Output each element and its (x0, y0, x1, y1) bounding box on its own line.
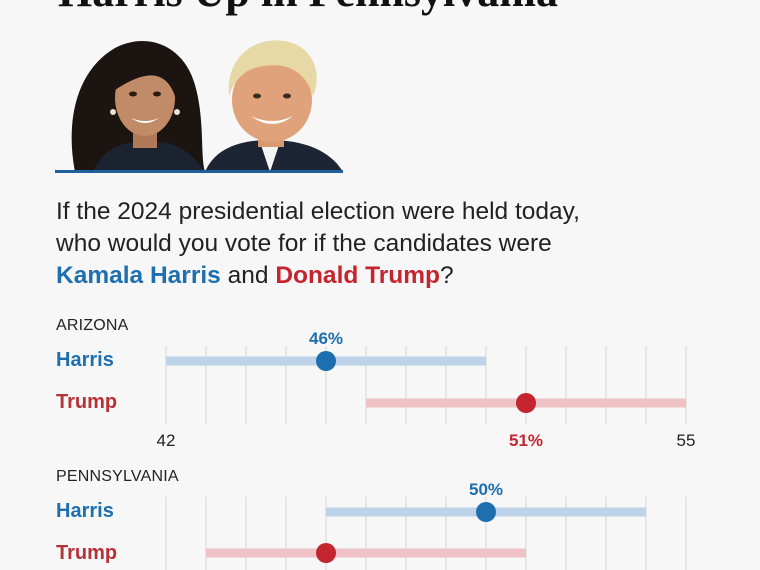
tick-label: 42 (157, 431, 176, 450)
estimate-dot (516, 393, 536, 413)
state-label-arizona: ARIZONA (56, 317, 129, 334)
data-label: 46% (309, 329, 343, 348)
headline: Harris Up in Pennsylvania (58, 0, 558, 14)
question-harris-name: Kamala Harris (56, 262, 221, 289)
pennsylvania-trump-label: Trump (56, 542, 118, 564)
candidate-portraits (55, 30, 343, 172)
harris-portrait (71, 40, 205, 172)
trump-portrait (205, 40, 343, 172)
estimate-dot (476, 502, 496, 522)
pennsylvania-harris-label: Harris (56, 500, 114, 522)
question-and: and (227, 262, 269, 289)
data-label: 51% (509, 431, 543, 450)
state-label-pennsylvania: PENNSYLVANIA (56, 468, 179, 485)
portraits-image (71, 40, 343, 172)
question-trump-name: Donald Trump (275, 262, 441, 289)
data-label: 50% (469, 480, 503, 499)
arizona-harris-label: Harris (56, 349, 114, 371)
question-line-2: who would you vote for if the candidates… (56, 230, 552, 257)
portrait-underline (55, 170, 343, 173)
question-line-3: Kamala Harris and Donald Trump? (56, 260, 696, 292)
question-line-1: If the 2024 presidential election were h… (56, 198, 580, 225)
estimate-dot (316, 351, 336, 371)
tick-label: 55 (677, 431, 696, 450)
arizona-trump-label: Trump (56, 391, 118, 413)
estimate-dot (316, 543, 336, 563)
poll-question: If the 2024 presidential election were h… (56, 196, 696, 292)
question-mark: ? (440, 262, 454, 289)
